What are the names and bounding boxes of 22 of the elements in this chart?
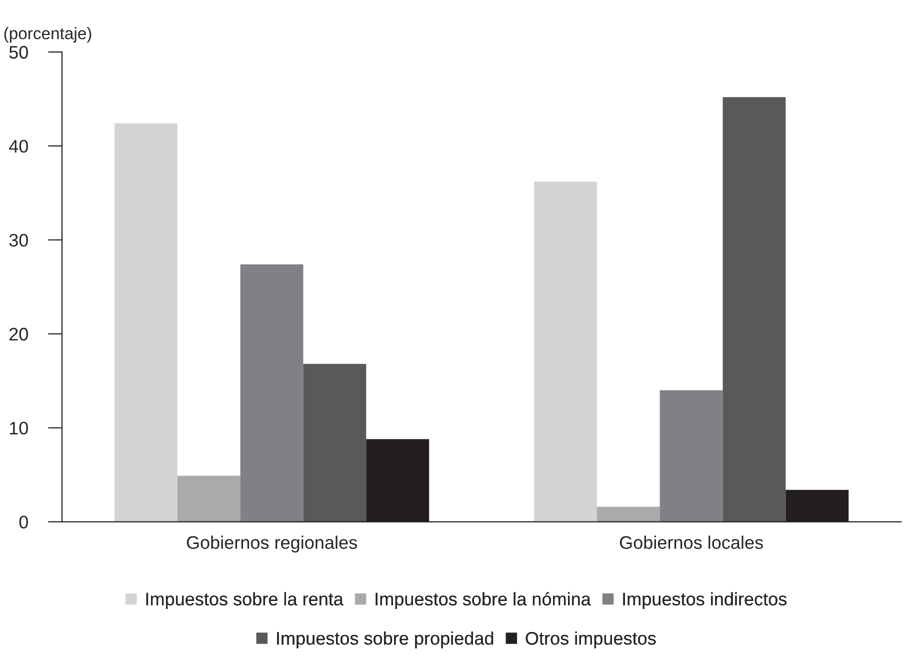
y-tick-label: 30 (9, 234, 28, 247)
y-tick-label: 10 (10, 422, 28, 435)
bar (303, 364, 366, 522)
y-tick-label: 0 (19, 516, 28, 529)
bar (240, 264, 304, 522)
legend-label: Impuestos sobre propiedad (277, 631, 494, 648)
legend-label: Impuestos indirectos (623, 592, 787, 610)
y-tick-label: 50 (9, 46, 28, 59)
bar (660, 390, 723, 522)
legend-label: Otros impuestos (526, 631, 656, 648)
y-axis-title: (porcentaje) (4, 27, 92, 43)
x-tick-label: Gobiernos regionales (186, 536, 357, 553)
bar (114, 123, 178, 522)
y-tick-label: 40 (9, 140, 28, 153)
legend-label: Impuestos sobre la renta (146, 592, 344, 610)
legend-label: Impuestos sobre la nómina (376, 592, 591, 610)
bar (534, 182, 597, 522)
bar (596, 506, 660, 522)
x-tick-label: Gobiernos locales (620, 536, 763, 549)
bar (177, 476, 240, 522)
bar (722, 97, 786, 522)
y-tick-label: 20 (10, 328, 28, 341)
